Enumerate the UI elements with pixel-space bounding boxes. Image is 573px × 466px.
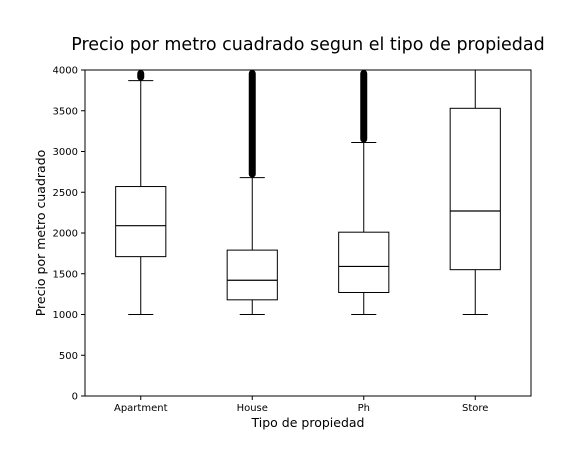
box-iqr xyxy=(227,250,277,300)
chart-title: Precio por metro cuadrado segun el tipo … xyxy=(71,35,545,55)
y-axis: 0 500 1000 1500 2000 2500 3000 3500 4000 xyxy=(53,66,85,403)
y-tick-label: 4000 xyxy=(53,66,78,77)
y-tick-label: 3000 xyxy=(53,147,78,158)
y-tick-label: 2000 xyxy=(53,229,78,240)
x-axis-label: Tipo de propiedad xyxy=(251,415,365,430)
y-axis-label: Precio por metro cuadrado xyxy=(33,150,48,317)
y-tick-label: 500 xyxy=(59,351,78,362)
outliers-band xyxy=(360,70,367,143)
x-axis: Apartment House Ph Store xyxy=(114,396,488,414)
box-house xyxy=(227,70,277,315)
box-iqr xyxy=(339,232,389,292)
outliers-band xyxy=(249,70,256,178)
boxes-group xyxy=(116,70,501,315)
x-tick-label: Ph xyxy=(358,403,370,414)
x-tick-label: Store xyxy=(462,403,488,414)
y-tick-label: 1500 xyxy=(53,269,78,280)
y-tick-label: 3500 xyxy=(53,106,78,117)
box-store xyxy=(450,70,500,315)
y-tick-label: 1000 xyxy=(53,310,78,321)
box-ph xyxy=(339,70,389,315)
outliers-band xyxy=(137,70,144,81)
y-tick-label: 2500 xyxy=(53,188,78,199)
x-tick-label: House xyxy=(237,403,268,414)
box-apartment xyxy=(116,70,166,315)
y-tick-label: 0 xyxy=(72,392,78,403)
plot-area-frame xyxy=(85,70,531,396)
x-tick-label: Apartment xyxy=(114,403,168,414)
box-iqr xyxy=(450,108,500,269)
box-iqr xyxy=(116,187,166,257)
